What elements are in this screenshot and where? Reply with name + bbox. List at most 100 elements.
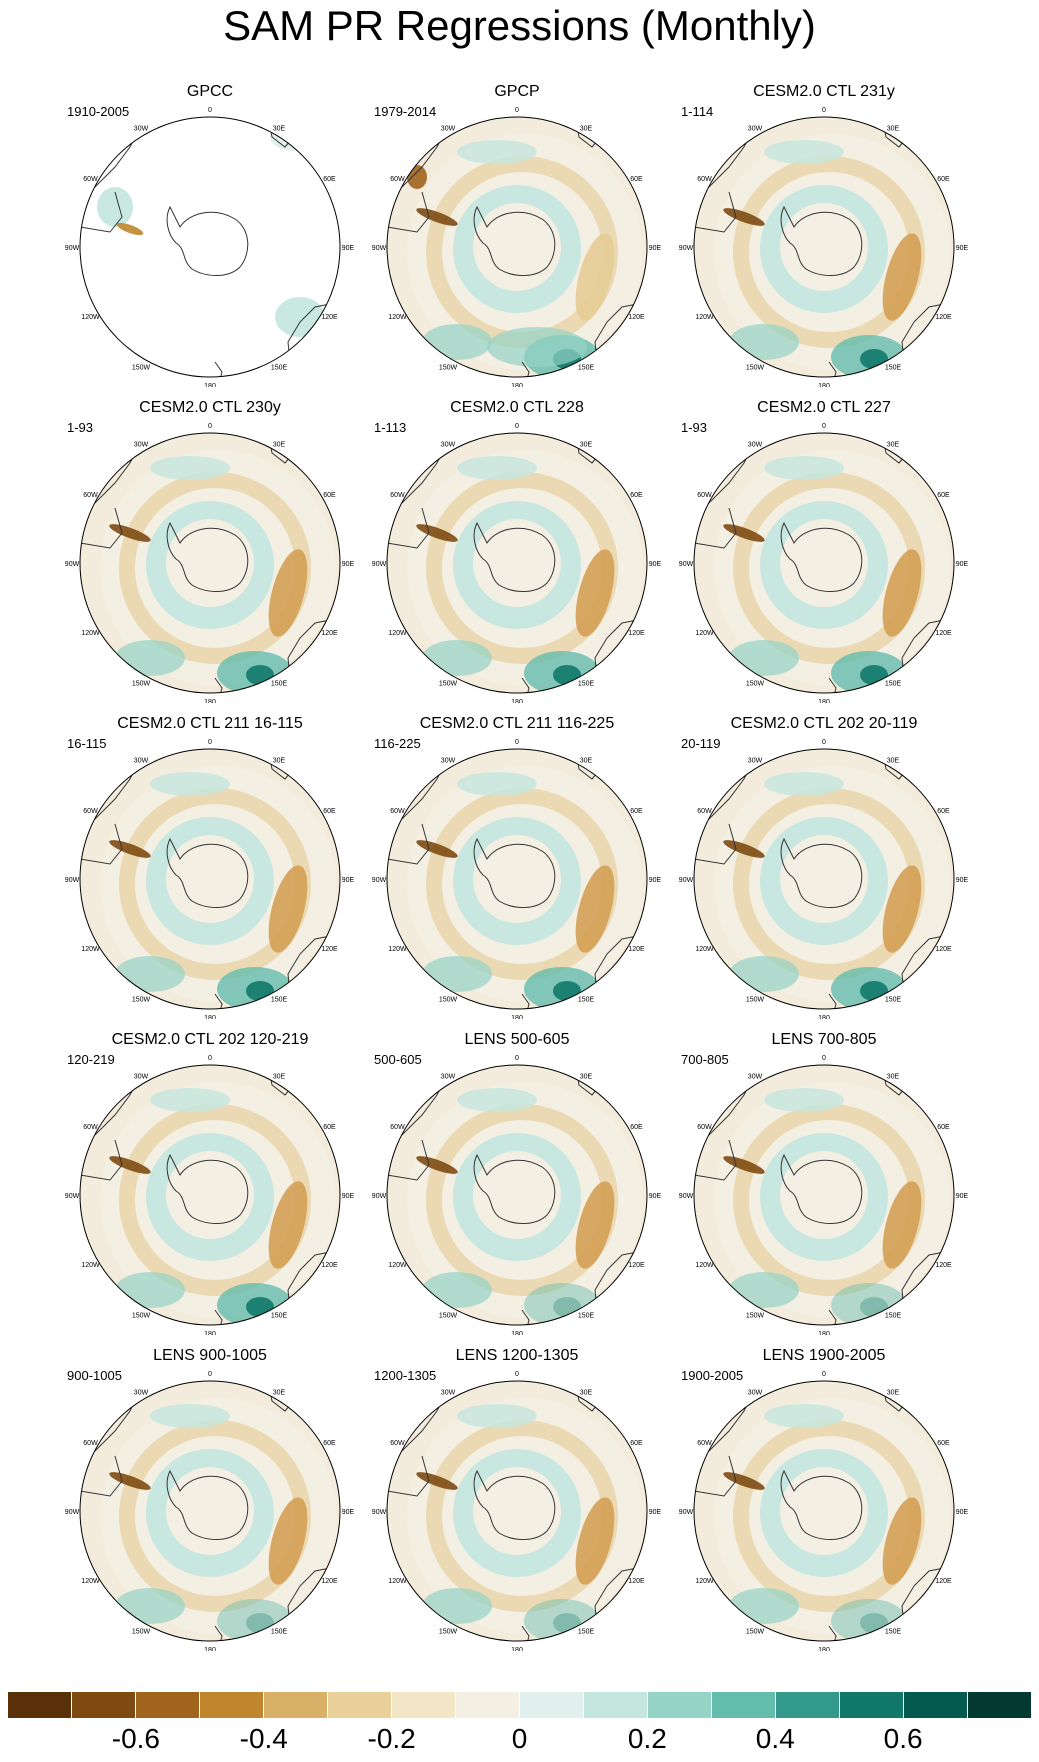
panel-period: 900-1005 — [67, 1368, 122, 1383]
lon-label: 150E — [578, 1313, 595, 1320]
panel-title: CESM2.0 CTL 211 116-225 — [419, 715, 615, 732]
lon-label: 120E — [321, 314, 338, 321]
colorbar-cell — [392, 1692, 456, 1718]
lon-label: 30E — [580, 441, 593, 448]
lon-label: 90E — [956, 561, 969, 568]
lon-label: 120E — [628, 314, 645, 321]
panel-period: 1979-2014 — [374, 104, 437, 119]
panel-title: GPCP — [494, 83, 540, 100]
lon-label: 60E — [323, 176, 336, 183]
lon-label: 150E — [271, 365, 288, 372]
map-area — [386, 116, 648, 378]
colorbar-tick-label: 0.2 — [627, 1723, 667, 1754]
lon-label: 120W — [695, 314, 714, 321]
panel-period: 1910-2005 — [67, 104, 130, 119]
colorbar-cell — [264, 1692, 328, 1718]
colorbar-cell — [136, 1692, 200, 1718]
lon-label: 60W — [83, 176, 98, 183]
panel-period: 500-605 — [374, 1052, 422, 1067]
lon-label: 30E — [887, 757, 900, 764]
map-area — [693, 1380, 955, 1642]
lon-label: 0 — [515, 423, 519, 430]
map-boundary — [79, 1064, 341, 1326]
map-boundary — [693, 116, 955, 378]
polar-map: 0 30E 60E 90E 120E 150E 180 150W 120W 90W 60W 30W — [679, 1371, 969, 1651]
map-panel: 0 30E 60E 90E 120E 150E 180 150W 120W 90W 60W 30W LE… — [362, 1030, 672, 1335]
lon-label: 60W — [83, 1124, 98, 1131]
lon-label: 90E — [342, 877, 355, 884]
lon-label: 90W — [679, 561, 694, 568]
lon-label: 120W — [81, 946, 100, 953]
lon-label: 30E — [580, 1389, 593, 1396]
map-area — [386, 1380, 648, 1642]
lon-label: 90W — [372, 1509, 387, 1516]
map-panel: 0 30E 60E 90E 120E 150E 180 150W 120W 90W 60W 30W CE… — [55, 398, 365, 703]
map-panel: 0 30E 60E 90E 120E 150E 180 150W 120W 90W 60W 30W LE… — [669, 1346, 979, 1651]
lon-label: 60W — [697, 808, 712, 815]
panel-title: CESM2.0 CTL 227 — [757, 399, 891, 416]
lon-label: 30W — [441, 441, 456, 448]
colorbar-tick-label: 0.4 — [755, 1723, 795, 1754]
map-area — [386, 748, 648, 1010]
lon-label: 150E — [578, 365, 595, 372]
lon-label: 60E — [937, 808, 950, 815]
map-boundary — [386, 748, 648, 1010]
map-boundary — [386, 1064, 648, 1326]
lon-label: 120E — [935, 1578, 952, 1585]
lon-label: 120W — [81, 630, 100, 637]
map-panel: 0 30E 60E 90E 120E 150E 180 150W 120W 90W 60W 30W LE… — [55, 1346, 365, 1651]
lon-label: 120E — [628, 946, 645, 953]
map-boundary — [693, 1064, 955, 1326]
lon-label: 120W — [81, 1262, 100, 1269]
lon-label: 60E — [323, 492, 336, 499]
lon-label: 150E — [271, 1313, 288, 1320]
lon-label: 120E — [935, 1262, 952, 1269]
map-area — [693, 748, 955, 1010]
polar-map: 0 30E 60E 90E 120E 150E 180 150W 120W 90W 60W 30W — [65, 1055, 355, 1335]
lon-label: 60E — [630, 492, 643, 499]
lon-label: 30W — [134, 757, 149, 764]
polar-map: 0 30E 60E 90E 120E 150E 180 150W 120W 90W 60W 30W — [372, 423, 662, 703]
lon-label: 0 — [208, 423, 212, 430]
map-boundary — [386, 432, 648, 694]
lon-label: 30W — [748, 1389, 763, 1396]
lon-label: 60E — [937, 176, 950, 183]
lon-label: 120E — [628, 630, 645, 637]
map-boundary — [79, 432, 341, 694]
panel-period: 1-113 — [374, 420, 407, 435]
lon-label: 90E — [649, 245, 662, 252]
lon-label: 120E — [321, 1262, 338, 1269]
lon-label: 180 — [818, 1015, 830, 1019]
map-boundary — [386, 1380, 648, 1642]
map-area — [79, 432, 341, 694]
panel-period: 116-225 — [374, 736, 421, 751]
lon-label: 0 — [208, 1055, 212, 1062]
lon-label: 180 — [511, 1647, 523, 1651]
lon-label: 180 — [204, 383, 216, 387]
lon-label: 150W — [439, 365, 458, 372]
panel-title: CESM2.0 CTL 231y — [753, 83, 895, 100]
map-boundary — [79, 116, 341, 378]
lon-label: 30W — [134, 125, 149, 132]
panel-title: CESM2.0 CTL 211 16-115 — [117, 715, 303, 732]
panel-title: CESM2.0 CTL 230y — [139, 399, 281, 416]
lon-label: 150W — [439, 1629, 458, 1636]
lon-label: 180 — [204, 1015, 216, 1019]
lon-label: 120E — [935, 630, 952, 637]
polar-map: 0 30E 60E 90E 120E 150E 180 150W 120W 90W 60W 30W — [65, 739, 355, 1019]
panel-period: 1200-1305 — [374, 1368, 437, 1383]
lon-label: 150W — [439, 681, 458, 688]
lon-label: 90W — [65, 561, 80, 568]
map-area — [693, 432, 955, 694]
polar-map: 0 30E 60E 90E 120E 150E 180 150W 120W 90W 60W 30W — [679, 107, 969, 387]
lon-label: 120W — [81, 314, 100, 321]
polar-map: 0 30E 60E 90E 120E 150E 180 150W 120W 90W 60W 30W — [65, 423, 355, 703]
lon-label: 60E — [630, 808, 643, 815]
lon-label: 150W — [132, 1313, 151, 1320]
lon-label: 150W — [746, 1313, 765, 1320]
lon-label: 60W — [390, 176, 405, 183]
lon-label: 150E — [885, 997, 902, 1004]
lon-label: 0 — [208, 107, 212, 114]
colorbar-cell — [328, 1692, 392, 1718]
lon-label: 90E — [956, 245, 969, 252]
